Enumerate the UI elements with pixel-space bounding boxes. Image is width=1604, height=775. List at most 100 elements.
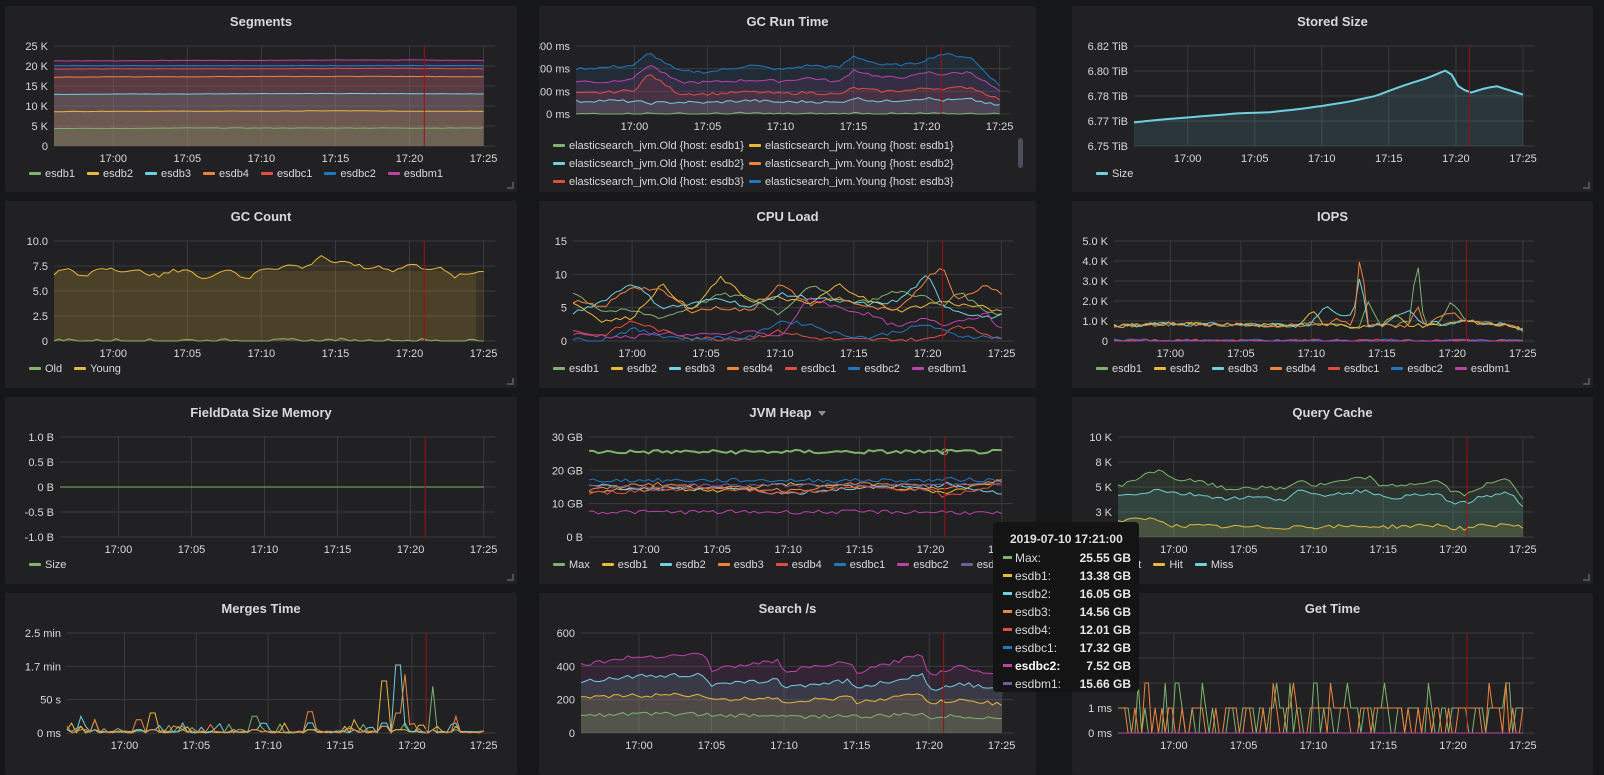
legend-label[interactable]: esdbm1 (403, 168, 444, 180)
chart-merges-time[interactable]: 0 ms 50 s 1.7 min 2.5 min 17:00 17:05 17:10 17:… (5, 593, 517, 775)
legend-label[interactable]: Max (569, 559, 590, 571)
legend-label[interactable]: esdb3 (733, 559, 764, 571)
legend-label[interactable]: esdb1 (1112, 363, 1142, 375)
legend-item[interactable]: Miss (1194, 556, 1234, 574)
chart-fielddata-size-memory[interactable]: -1.0 B -0.5 B 0 B 0.5 B 1.0 B 17:00 17:05 17:10… (5, 397, 517, 584)
resize-handle[interactable] (1583, 182, 1590, 189)
legend-swatch[interactable] (29, 366, 41, 370)
resize-handle[interactable] (1583, 378, 1590, 385)
legend-swatch[interactable] (749, 143, 761, 147)
legend[interactable]: elasticsearch_jvm.Old {host: esdb1} elast… (553, 137, 1003, 187)
legend-swatch[interactable] (668, 366, 681, 370)
legend-item[interactable]: Size (29, 556, 66, 574)
legend-swatch[interactable] (749, 179, 761, 183)
legend-label[interactable]: elasticsearch_jvm.Young {host: esdb2} (765, 158, 954, 170)
legend-swatch[interactable] (726, 366, 739, 370)
panel-title[interactable]: Get Time (1304, 601, 1361, 616)
legend-label[interactable]: Size (45, 559, 67, 571)
legend-label[interactable]: esdb3 (1227, 363, 1258, 375)
chart-stored-size[interactable]: 6.75 TiB 6.77 TiB 6.78 TiB 6.80 TiB 6.82 TiB… (1072, 6, 1593, 192)
legend-swatch[interactable] (1327, 366, 1340, 370)
legend-swatch[interactable] (833, 562, 846, 566)
legend-item[interactable]: esdbm1 (1454, 360, 1510, 378)
chart-iops[interactable]: 0 1.0 K 2.0 K 3.0 K 4.0 K 5.0 K 17:00 17:05 17:1… (1072, 201, 1593, 388)
legend-item[interactable]: elasticsearch_jvm.Young {host: esdb3} (749, 173, 979, 187)
legend-label[interactable]: esdbc1 (276, 168, 313, 180)
legend-label[interactable]: Miss (1210, 559, 1234, 571)
legend-swatch[interactable] (960, 562, 973, 566)
panel-title[interactable]: FieldData Size Memory (190, 405, 332, 420)
legend-swatch[interactable] (260, 171, 273, 175)
legend-swatch[interactable] (610, 366, 623, 370)
chart-cpu-load[interactable]: 0 5 10 15 17:00 17:05 17:10 17:15 17:20 17:25 (539, 201, 1036, 388)
legend-swatch[interactable] (29, 171, 41, 175)
legend-swatch[interactable] (553, 179, 565, 183)
legend-item[interactable]: Hit (1153, 556, 1183, 574)
legend-swatch[interactable] (553, 161, 565, 165)
panel-title[interactable]: Query Cache (1292, 405, 1373, 420)
panel-title[interactable]: Merges Time (221, 601, 301, 616)
legend-swatch[interactable] (1391, 366, 1404, 370)
legend-item[interactable]: esdbc1 (833, 556, 885, 574)
legend-swatch[interactable] (784, 366, 797, 370)
panel-title[interactable]: GC Count (230, 209, 292, 224)
legend-swatch[interactable] (1153, 562, 1166, 566)
resize-handle[interactable] (1583, 574, 1590, 581)
legend-item[interactable]: esdbc1 (260, 165, 313, 183)
legend-item[interactable]: elasticsearch_jvm.Young {host: esdb2} (749, 155, 979, 173)
legend-label[interactable]: Old (45, 363, 63, 375)
legend-item[interactable]: esdb3 (668, 360, 715, 378)
legend-item[interactable]: esdb1 (1096, 360, 1142, 378)
legend-swatch[interactable] (775, 562, 788, 566)
panel-title[interactable]: Search /s (758, 601, 817, 616)
legend-label[interactable]: esdb1 (45, 168, 75, 180)
panel-title[interactable]: Stored Size (1297, 14, 1368, 29)
legend-item[interactable]: Size (1096, 165, 1133, 183)
legend-label[interactable]: esdb4 (1285, 363, 1316, 375)
legend-swatch[interactable] (1096, 366, 1108, 370)
legend-item[interactable]: esdb2 (1153, 360, 1200, 378)
legend-item[interactable]: esdb1 (553, 360, 599, 378)
legend-swatch[interactable] (717, 562, 730, 566)
legend-item[interactable]: esdbm1 (387, 165, 444, 183)
legend-label[interactable]: esdb4 (218, 168, 249, 180)
panel-title[interactable]: JVM Heap (539, 405, 1036, 420)
legend-item[interactable]: elasticsearch_jvm.Old {host: esdb3} (553, 173, 749, 187)
legend-item[interactable]: esdbc1 (1327, 360, 1379, 378)
legend-label[interactable]: esdb1 (569, 363, 599, 375)
panel-title[interactable]: IOPS (1316, 209, 1349, 224)
chart-query-cache[interactable]: 3 K 5 K 8 K 10 K 17:00 17:05 17:10 17:15 17:20 17… (1072, 397, 1593, 584)
legend-label[interactable]: elasticsearch_jvm.Young {host: esdb3} (765, 176, 954, 187)
legend-swatch[interactable] (86, 171, 99, 175)
legend-label[interactable]: esdb2 (102, 168, 133, 180)
resize-handle[interactable] (507, 378, 514, 385)
legend-label[interactable]: elasticsearch_jvm.Young {host: esdb1} (765, 140, 954, 152)
legend-swatch[interactable] (387, 171, 400, 175)
legend-label[interactable]: esdb2 (626, 363, 657, 375)
chart-gc-run-time[interactable]: 0 ms 100 ms 200 ms 300 ms 17:00 17:05 17:10 17:… (539, 6, 1036, 192)
legend-item[interactable]: esdbc2 (897, 556, 949, 574)
legend-swatch[interactable] (29, 562, 41, 566)
legend-item[interactable]: esdbc2 (1391, 360, 1443, 378)
legend-item[interactable]: Old (29, 360, 62, 378)
legend-item[interactable]: esdb3 (1211, 360, 1258, 378)
legend-item[interactable]: esdb2 (86, 165, 133, 183)
legend-item[interactable]: elasticsearch_jvm.Young {host: esdb1} (749, 137, 979, 155)
legend-item[interactable]: esdb1 (601, 556, 648, 574)
legend-swatch[interactable] (1454, 366, 1467, 370)
legend-item[interactable]: esdb3 (144, 165, 191, 183)
legend-label[interactable]: elasticsearch_jvm.Old {host: esdb1} (569, 140, 744, 152)
legend-label[interactable]: esdb3 (684, 363, 715, 375)
legend-item[interactable]: esdb3 (717, 556, 764, 574)
legend-item[interactable]: Max (553, 556, 590, 574)
legend-label[interactable]: esdb4 (742, 363, 773, 375)
legend-swatch[interactable] (659, 562, 672, 566)
legend-label[interactable]: elasticsearch_jvm.Old {host: esdb2} (569, 158, 744, 170)
legend-label[interactable]: esdbc2 (864, 363, 900, 375)
legend-swatch[interactable] (749, 161, 761, 165)
chart-gc-count[interactable]: 0 2.5 5.0 7.5 10.0 17:00 17:05 17:10 17:15 17:20 1… (5, 201, 517, 388)
legend-swatch[interactable] (144, 171, 157, 175)
legend-item[interactable]: esdb4 (202, 165, 249, 183)
legend-label[interactable]: Young (90, 363, 121, 375)
legend-swatch[interactable] (553, 143, 565, 147)
